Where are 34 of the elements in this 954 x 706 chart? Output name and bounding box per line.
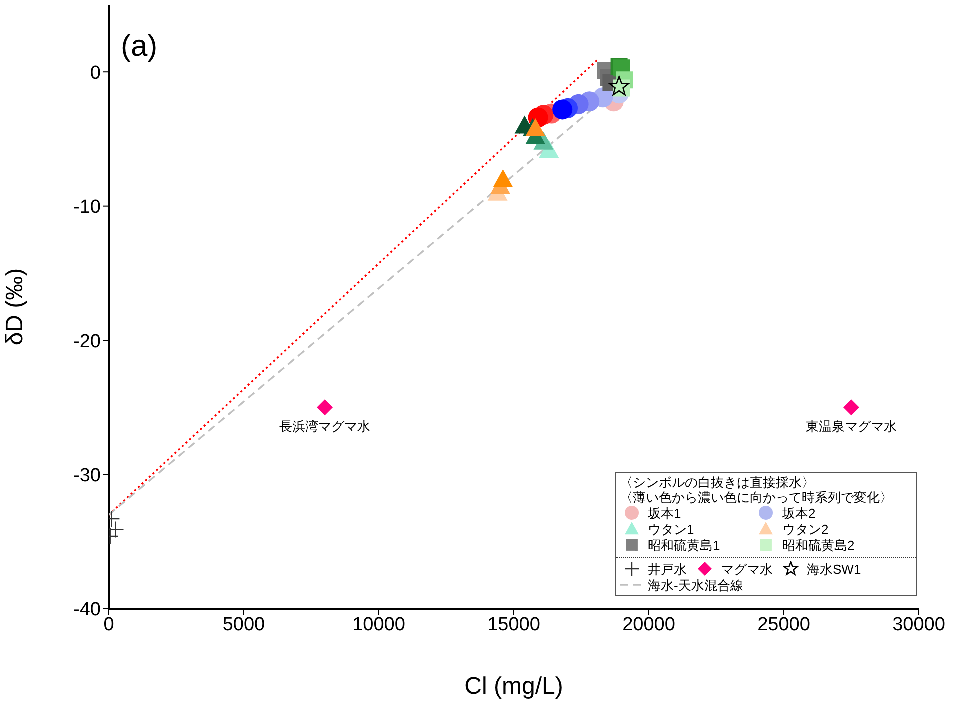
annotation: (a) — [121, 30, 158, 64]
x-tick-label: 20000 — [622, 614, 676, 636]
x-tick-label: 0 — [104, 614, 114, 636]
x-tick-label: 25000 — [758, 614, 810, 636]
point — [317, 400, 333, 416]
legend-label: 昭和硫黄島2 — [782, 538, 855, 552]
legend-title: 〈シンボルの白抜きは直接採水〉〈薄い色から濃い色に向かって時系列で変化〉 — [620, 475, 894, 505]
legend-label: 坂本2 — [782, 506, 816, 520]
y-tick-label: -10 — [74, 197, 101, 218]
y-tick-label: 0 — [90, 62, 101, 84]
x-tick-label: 5000 — [222, 614, 266, 636]
x-axis-title: Cl (mg/L) — [464, 673, 564, 700]
y-tick-label: -20 — [74, 331, 101, 352]
x-tick-label: 15000 — [488, 614, 540, 636]
x-tick-label: 30000 — [892, 614, 946, 636]
point — [526, 118, 546, 136]
legend-label: 昭和硫黄島1 — [648, 538, 720, 552]
y-tick-label: -30 — [74, 466, 101, 487]
legend-label: 海水SW1 — [807, 562, 862, 576]
y-tick-label: -40 — [74, 600, 101, 621]
legend-label: ウタン1 — [648, 522, 694, 536]
x-tick-label: 10000 — [352, 614, 406, 636]
legend-label: 井戸水 — [648, 562, 687, 576]
annotation: 東温泉マグマ水 — [806, 418, 897, 434]
legend-label: ウタン2 — [782, 522, 829, 536]
point — [552, 100, 573, 120]
annotation: 長浜湾マグマ水 — [280, 418, 370, 434]
y-axis-title: δD (‰) — [2, 268, 29, 346]
point — [609, 76, 630, 96]
legend-label: マグマ水 — [721, 562, 773, 576]
point — [844, 400, 860, 416]
legend-label: 坂本1 — [648, 506, 682, 520]
point — [493, 169, 514, 188]
legend-label: 海水-天水混合線 — [648, 578, 744, 592]
